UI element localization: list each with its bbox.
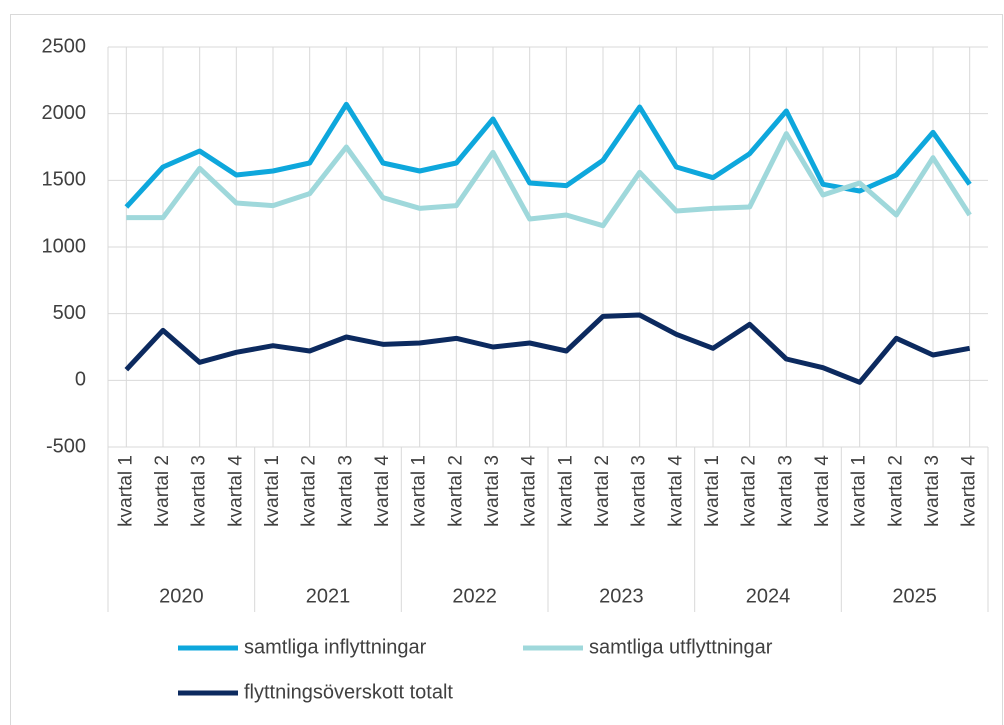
x-tick-label: kvartal 3 bbox=[482, 455, 503, 527]
group-label: 2021 bbox=[306, 585, 351, 607]
group-label: 2024 bbox=[746, 585, 791, 607]
x-tick-label: kvartal 4 bbox=[959, 455, 980, 527]
y-tick-label: 2000 bbox=[42, 102, 87, 124]
y-tick-label: 500 bbox=[53, 302, 86, 324]
x-tick-label: kvartal 2 bbox=[445, 455, 466, 527]
line-series bbox=[124, 101, 972, 209]
x-tick-label: kvartal 1 bbox=[409, 455, 430, 527]
x-tick-label: kvartal 4 bbox=[372, 455, 393, 527]
x-tick-label: kvartal 2 bbox=[299, 455, 320, 527]
group-label: 2023 bbox=[599, 585, 644, 607]
x-tick-label: kvartal 3 bbox=[189, 455, 210, 527]
x-tick-label: kvartal 2 bbox=[592, 455, 613, 527]
x-tick-label: kvartal 4 bbox=[519, 455, 540, 527]
legend-label: samtliga inflyttningar bbox=[244, 636, 427, 658]
group-label: 2025 bbox=[892, 585, 937, 607]
line-series bbox=[126, 131, 972, 229]
x-tick-label: kvartal 1 bbox=[555, 455, 576, 527]
x-tick-label: kvartal 4 bbox=[225, 455, 246, 527]
chart-frame bbox=[10, 14, 1003, 725]
y-tick-label: 1500 bbox=[42, 169, 87, 191]
y-tick-label: 1000 bbox=[42, 235, 87, 257]
x-tick-label: kvartal 1 bbox=[849, 455, 870, 527]
x-tick-label: kvartal 2 bbox=[152, 455, 173, 527]
x-tick-label: kvartal 1 bbox=[262, 455, 283, 527]
x-tick-label: kvartal 3 bbox=[922, 455, 943, 527]
x-tick-label: kvartal 1 bbox=[702, 455, 723, 527]
x-tick-label: kvartal 4 bbox=[665, 455, 686, 527]
x-tick-label: kvartal 3 bbox=[335, 455, 356, 527]
x-tick-label: kvartal 3 bbox=[629, 455, 650, 527]
y-tick-label: 2500 bbox=[42, 35, 87, 57]
y-tick-label: -500 bbox=[46, 435, 86, 457]
x-tick-label: kvartal 2 bbox=[739, 455, 760, 527]
x-tick-label: kvartal 1 bbox=[115, 455, 136, 527]
legend-label: samtliga utflyttningar bbox=[589, 636, 773, 658]
group-label: 2020 bbox=[159, 585, 204, 607]
x-tick-label: kvartal 2 bbox=[885, 455, 906, 527]
x-tick-label: kvartal 3 bbox=[775, 455, 796, 527]
y-tick-label: 0 bbox=[75, 369, 86, 391]
x-tick-label: kvartal 4 bbox=[812, 455, 833, 527]
legend-label: flyttningsöverskott totalt bbox=[244, 681, 453, 703]
group-label: 2022 bbox=[452, 585, 497, 607]
line-series bbox=[124, 312, 971, 385]
